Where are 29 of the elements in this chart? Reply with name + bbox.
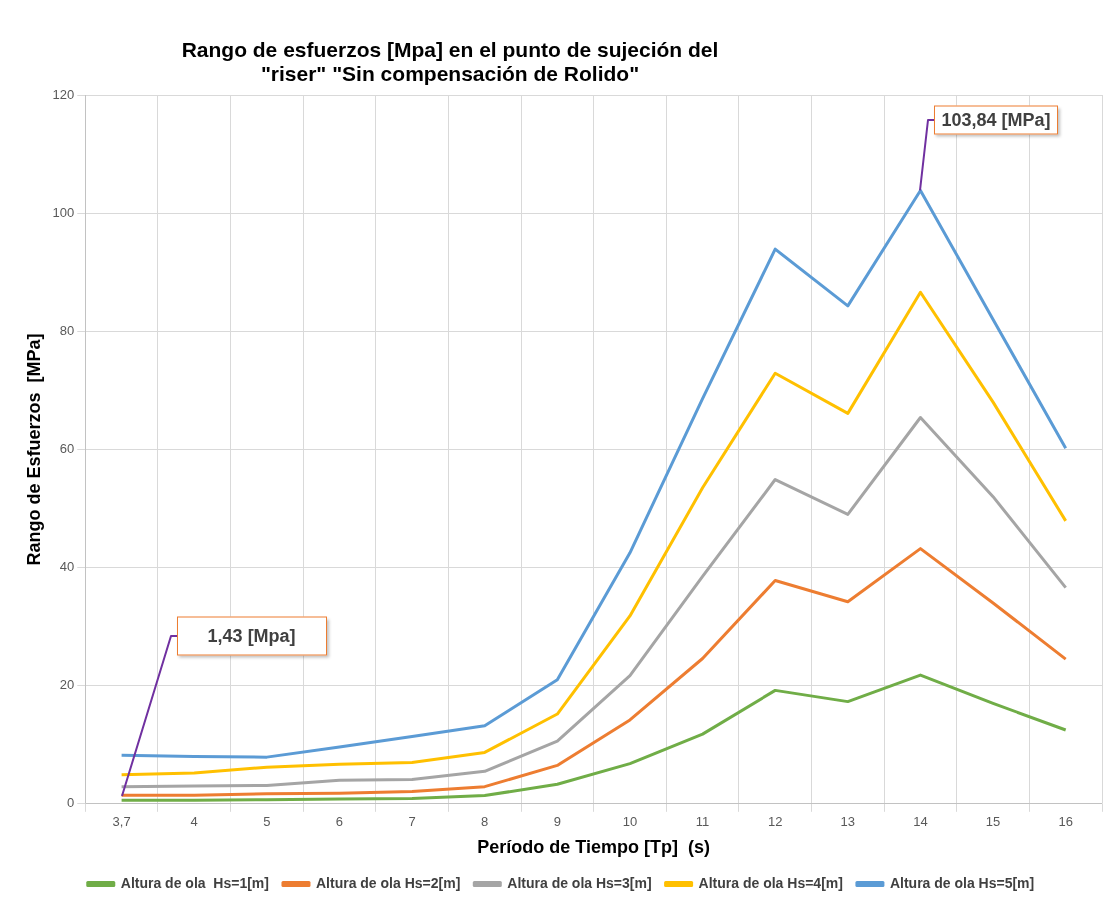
x-tick-label: 12	[767, 814, 783, 830]
x-tick-label: 6	[335, 814, 344, 830]
legend-label: Altura de ola Hs=4[m]	[698, 874, 843, 891]
x-tick-label: 11	[695, 814, 710, 830]
y-tick-label: 100	[52, 204, 75, 220]
y-tick-label: 20	[59, 677, 75, 693]
x-tick-label: 5	[263, 814, 271, 830]
x-tick-label: 16	[1058, 814, 1073, 830]
y-tick-label: 80	[59, 322, 75, 338]
legend-label: Altura de ola Hs=1[m]	[120, 874, 269, 891]
legend-label: Altura de ola Hs=2[m]	[315, 874, 461, 891]
x-tick-label: 15	[985, 814, 1001, 830]
x-tick-label: 4	[190, 814, 198, 830]
x-tick-label: 9	[553, 814, 561, 830]
x-tick-label: 3,7	[112, 814, 131, 830]
x-tick-label: 14	[913, 814, 928, 830]
y-tick-label: 60	[59, 440, 75, 456]
legend-label: Altura de ola Hs=5[m]	[889, 874, 1035, 891]
legend-label: Altura de ola Hs=3[m]	[507, 874, 652, 891]
x-tick-label: 13	[840, 814, 856, 830]
x-axis-title: Período de Tiempo [Tp] (s)	[477, 837, 710, 858]
y-tick-label: 120	[52, 86, 75, 102]
x-tick-label: 10	[622, 814, 638, 830]
x-tick-label: 7	[408, 814, 416, 830]
y-axis-title: Rango de Esfuerzos [MPa]	[23, 333, 44, 566]
y-tick-label: 0	[67, 795, 75, 811]
x-tick-label: 8	[481, 814, 489, 830]
y-tick-label: 40	[59, 559, 75, 575]
chart-title: Rango de esfuerzos [Mpa] en el punto de sujeción del "riser" "Sin compensación de Rolido"	[180, 38, 720, 86]
